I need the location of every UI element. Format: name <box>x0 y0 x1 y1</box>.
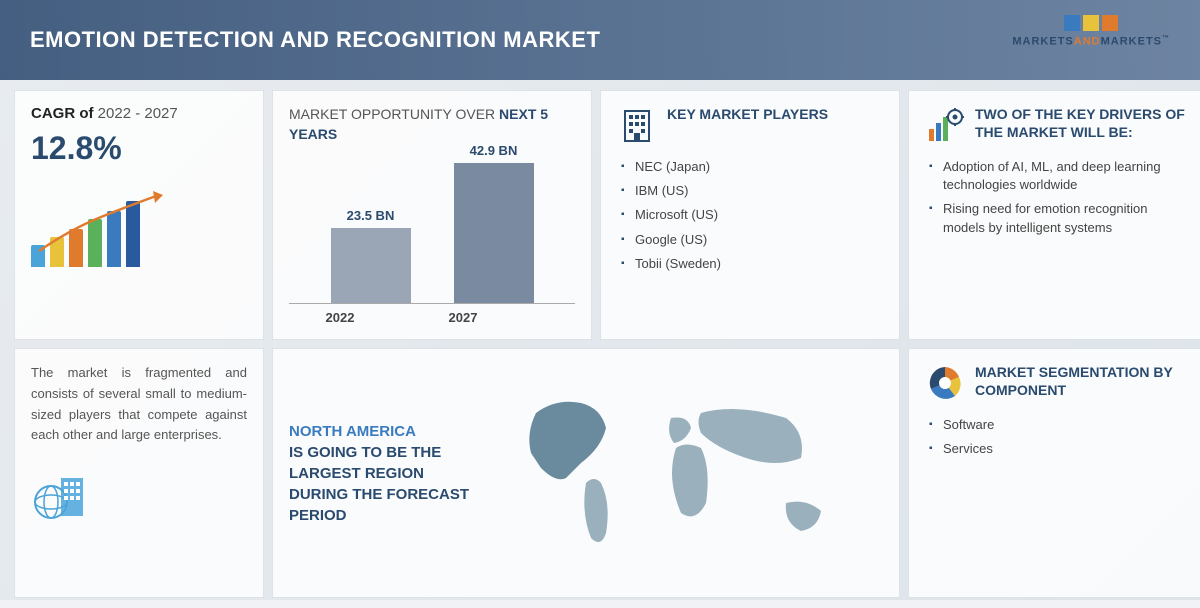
content-grid: CAGR of 2022 - 2027 12.8% MARKET OPPORTU… <box>0 80 1200 608</box>
logo-sq <box>1083 15 1099 31</box>
drivers-card: TWO OF THE KEY DRIVERS OF THE MARKET WIL… <box>908 90 1200 340</box>
brand-logo: MARKETSANDMARKETS™ <box>1012 15 1170 48</box>
chart-bar: 23.5 BN <box>331 228 411 303</box>
region-highlight: NORTH AMERICA <box>289 423 416 440</box>
list-item: Microsoft (US) <box>621 203 883 227</box>
bar-wrap: 42.9 BN <box>449 163 539 303</box>
segmentation-card: MARKET SEGMENTATION BY COMPONENT Softwar… <box>908 348 1200 598</box>
cagr-card: CAGR of 2022 - 2027 12.8% <box>14 90 264 340</box>
cagr-label: CAGR of 2022 - 2027 <box>31 105 247 122</box>
logo-text: MARKETSANDMARKETS™ <box>1012 35 1170 48</box>
infographic-page: EMOTION DETECTION AND RECOGNITION MARKET… <box>0 0 1200 600</box>
players-list: NEC (Japan)IBM (US)Microsoft (US)Google … <box>617 155 883 276</box>
key-players-card: KEY MARKET PLAYERS NEC (Japan)IBM (US)Mi… <box>600 90 900 340</box>
bar-chart: 23.5 BN 42.9 BN 2022 2027 <box>289 154 575 324</box>
trend-arrow-icon <box>31 189 171 269</box>
segmentation-list: SoftwareServices <box>925 413 1191 461</box>
chart-gear-icon <box>925 105 965 145</box>
list-item: Google (US) <box>621 228 883 252</box>
region-card: NORTH AMERICA IS GOING TO BE THE LARGEST… <box>272 348 900 598</box>
logo-word: MARKETS <box>1101 36 1162 48</box>
list-item: NEC (Japan) <box>621 155 883 179</box>
list-item: Adoption of AI, ML, and deep learning te… <box>929 155 1191 197</box>
logo-word-and: AND <box>1074 36 1101 48</box>
list-item: Services <box>929 437 1191 461</box>
key-players-title: KEY MARKET PLAYERS <box>667 105 828 123</box>
header-bar: EMOTION DETECTION AND RECOGNITION MARKET… <box>0 0 1200 80</box>
opp-title-pre: MARKET OPPORTUNITY OVER <box>289 106 499 122</box>
region-text: NORTH AMERICA IS GOING TO BE THE LARGEST… <box>289 421 469 526</box>
world-map-icon <box>489 383 883 563</box>
bar-x-label: 2027 <box>449 310 539 325</box>
bar-value-label: 23.5 BN <box>331 208 411 223</box>
list-item: Rising need for emotion recognition mode… <box>929 197 1191 239</box>
logo-squares-icon <box>1012 15 1170 31</box>
bar-value-label: 42.9 BN <box>454 143 534 158</box>
trademark-icon: ™ <box>1162 35 1170 42</box>
cagr-value: 12.8% <box>31 130 247 167</box>
list-item: Software <box>929 413 1191 437</box>
fragment-text: The market is fragmented and consists of… <box>31 363 247 446</box>
segmentation-title: MARKET SEGMENTATION BY COMPONENT <box>975 363 1191 399</box>
globe-building-icon <box>31 464 91 524</box>
cagr-period: 2022 - 2027 <box>98 105 178 122</box>
fragment-card: The market is fragmented and consists of… <box>14 348 264 598</box>
list-item: Tobii (Sweden) <box>621 252 883 276</box>
building-icon <box>617 105 657 145</box>
opportunity-card: MARKET OPPORTUNITY OVER NEXT 5 YEARS 23.… <box>272 90 592 340</box>
cagr-prefix: CAGR of <box>31 105 98 122</box>
page-title: EMOTION DETECTION AND RECOGNITION MARKET <box>30 27 600 53</box>
opportunity-title: MARKET OPPORTUNITY OVER NEXT 5 YEARS <box>289 105 575 144</box>
logo-word: MARKETS <box>1012 36 1073 48</box>
pie-chart-icon <box>925 363 965 403</box>
bar-x-label: 2022 <box>326 310 416 325</box>
drivers-title: TWO OF THE KEY DRIVERS OF THE MARKET WIL… <box>975 105 1191 141</box>
logo-sq <box>1064 15 1080 31</box>
bar-wrap: 23.5 BN <box>326 228 416 303</box>
chart-bar: 42.9 BN <box>454 163 534 303</box>
logo-sq <box>1102 15 1118 31</box>
drivers-list: Adoption of AI, ML, and deep learning te… <box>925 155 1191 240</box>
list-item: IBM (US) <box>621 179 883 203</box>
region-rest: IS GOING TO BE THE LARGEST REGION DURING… <box>289 444 469 524</box>
